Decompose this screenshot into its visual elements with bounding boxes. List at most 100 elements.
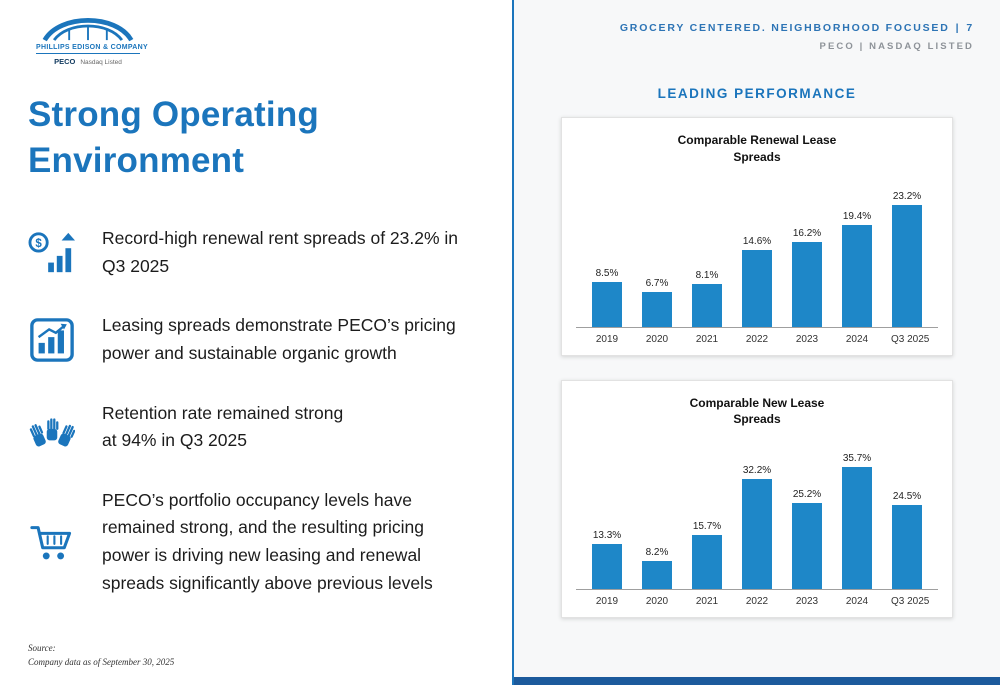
x-axis-label: 2021	[695, 596, 719, 608]
section-title: LEADING PERFORMANCE	[657, 86, 857, 101]
x-axis-label: Q3 2025	[891, 596, 930, 608]
bar	[892, 204, 922, 327]
x-axis-label: 2019	[595, 333, 619, 345]
bar-column-2021: 8.1%	[691, 270, 723, 327]
bullet-item-occupancy: PECO’s portfolio occupancy levels have r…	[28, 487, 482, 598]
bar-column-2020: 6.7%	[641, 278, 673, 327]
svg-text:$: $	[35, 237, 42, 249]
bar-column-2021: 15.7%	[691, 521, 723, 590]
bar-value-label: 8.5%	[595, 267, 619, 279]
bar	[692, 283, 722, 327]
bottom-accent-bar	[514, 677, 1000, 685]
bar-column-2024: 19.4%	[841, 211, 873, 327]
header: GROCERY CENTERED. NEIGHBORHOOD FOCUSED | 7…	[514, 0, 1000, 52]
chart-x-axis: 2019 2020 2021 2022 2023 2024 Q3 2025	[576, 590, 938, 609]
bar-column-2022: 14.6%	[741, 236, 773, 327]
bar-value-label: 32.2%	[742, 465, 772, 477]
bar	[792, 241, 822, 327]
chart-plot-area: 8.5% 6.7% 8.1% 14.6% 16.2% 19.4% 23.2%	[576, 170, 938, 328]
bar-column-2022: 32.2%	[741, 465, 773, 590]
x-axis-label: 2022	[745, 333, 769, 345]
bar-value-label: 8.2%	[645, 547, 669, 559]
bar	[792, 503, 822, 590]
raised-hands-icon	[28, 405, 76, 449]
right-panel: GROCERY CENTERED. NEIGHBORHOOD FOCUSED | 7…	[512, 0, 1000, 685]
chart-growth-icon	[28, 317, 76, 363]
bar-column-2019: 8.5%	[591, 268, 623, 327]
bar-value-label: 19.4%	[842, 210, 872, 222]
company-logo: PHILLIPS EDISON & COMPANY PECO Nasdaq Lis…	[36, 10, 148, 66]
shopping-cart-icon-svg	[30, 526, 72, 560]
chart-title: Comparable Renewal Lease Spreads	[677, 133, 837, 164]
bar-value-label: 14.6%	[742, 235, 772, 247]
x-axis-label: Q3 2025	[891, 333, 930, 345]
bridge-arch-icon	[42, 18, 134, 42]
header-subline: PECO | NASDAQ LISTED	[819, 41, 974, 52]
x-axis-label: 2021	[695, 333, 719, 345]
bar-column-2024: 35.7%	[841, 453, 873, 590]
source-note: Source: Company data as of September 30,…	[28, 642, 174, 669]
source-label: Source:	[28, 643, 56, 653]
bar-column-q3-2025: 23.2%	[891, 191, 923, 327]
bar	[892, 505, 922, 590]
bar	[842, 224, 872, 327]
bullet-text: Record-high renewal rent spreads of 23.2…	[102, 228, 459, 276]
x-axis-label: 2023	[795, 333, 819, 345]
bar-value-label: 6.7%	[645, 277, 669, 289]
bar-value-label: 16.2%	[792, 227, 822, 239]
dollar-growth-icon-svg: $	[28, 232, 75, 272]
source-text: Company data as of September 30, 2025	[28, 656, 175, 667]
bar-column-2023: 25.2%	[791, 489, 823, 590]
x-axis-label: 2022	[745, 596, 769, 608]
dollar-growth-icon: $	[28, 230, 76, 276]
x-axis-label: 2024	[845, 596, 869, 608]
bar	[592, 544, 622, 590]
bar-value-label: 35.7%	[842, 453, 872, 465]
logo-listing: Nasdaq Listed	[80, 59, 122, 66]
bar-value-label: 23.2%	[892, 190, 922, 202]
chart-growth-icon-svg	[30, 318, 74, 362]
bar-value-label: 15.7%	[692, 521, 722, 533]
page-number: 7	[966, 22, 974, 34]
logo-company-name: PHILLIPS EDISON & COMPANY	[36, 44, 148, 54]
bar	[742, 479, 772, 590]
bar-column-2023: 16.2%	[791, 228, 823, 327]
bar	[592, 281, 622, 327]
chart-plot-area: 13.3% 8.2% 15.7% 32.2% 25.2% 35.7% 24.5%	[576, 432, 938, 591]
bullet-text: PECO’s portfolio occupancy levels have r…	[102, 489, 433, 593]
tagline-text: GROCERY CENTERED. NEIGHBORHOOD FOCUSED	[619, 22, 950, 34]
header-tagline: GROCERY CENTERED. NEIGHBORHOOD FOCUSED | 7	[540, 22, 974, 34]
page-title: Strong Operating Environment	[28, 92, 482, 183]
bullet-item-pricing-power: Leasing spreads demonstrate PECO’s prici…	[28, 312, 482, 367]
x-axis-label: 2020	[645, 596, 669, 608]
logo-ticker: PECO	[54, 57, 76, 66]
bar	[692, 535, 722, 590]
x-axis-label: 2023	[795, 596, 819, 608]
page-title-line2: Environment	[28, 140, 245, 180]
page-title-line1: Strong Operating	[28, 95, 319, 134]
bullet-text: Retention rate remained strong at 94% in…	[102, 402, 344, 451]
bullet-item-renewal-spreads: $ Record-high renewal rent spreads of 23…	[28, 225, 482, 280]
bar	[642, 291, 672, 327]
raised-hands-icon-svg	[29, 418, 75, 449]
bar	[742, 249, 772, 327]
shopping-cart-icon	[28, 520, 76, 564]
x-axis-label: 2024	[845, 333, 869, 345]
bar	[842, 467, 872, 590]
bullet-text: Leasing spreads demonstrate PECO’s prici…	[102, 315, 456, 363]
chart-title: Comparable New Lease Spreads	[689, 395, 825, 427]
bar-column-q3-2025: 24.5%	[891, 491, 923, 590]
bullet-list: $ Record-high renewal rent spreads of 23…	[28, 225, 482, 597]
bar-value-label: 13.3%	[592, 530, 622, 542]
bar-column-2019: 13.3%	[591, 530, 623, 590]
chart-x-axis: 2019 2020 2021 2022 2023 2024 Q3 2025	[576, 328, 938, 347]
left-panel: PHILLIPS EDISON & COMPANY PECO Nasdaq Lis…	[28, 10, 482, 669]
x-axis-label: 2020	[645, 333, 669, 345]
logo-subtitle: PECO Nasdaq Listed	[36, 57, 140, 66]
new-lease-spreads-chart: Comparable New Lease Spreads 13.3% 8.2% 15…	[561, 379, 953, 619]
tagline-separator: |	[955, 22, 961, 34]
bar-column-2020: 8.2%	[641, 547, 673, 590]
bullet-item-retention: Retention rate remained strong at 94% in…	[28, 400, 482, 455]
bar	[642, 561, 672, 590]
